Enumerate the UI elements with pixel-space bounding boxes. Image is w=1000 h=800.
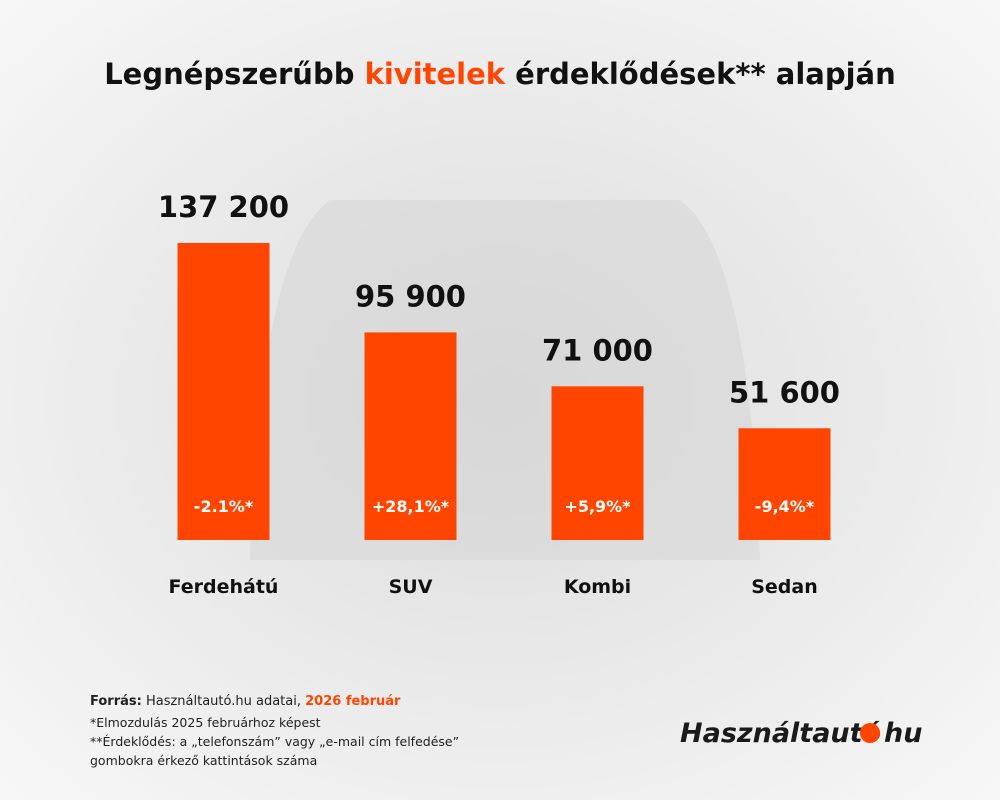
value-label: 95 900: [355, 279, 466, 313]
title-part: érdeklődések** alapján: [505, 57, 896, 91]
change-label: +28,1%*: [372, 497, 450, 516]
title-part: kivitelek: [365, 57, 506, 91]
bar: [551, 386, 644, 540]
change-label: -2.1%*: [194, 497, 254, 516]
value-label: 71 000: [542, 333, 653, 367]
footnote: gombokra érkező kattintások száma: [90, 753, 317, 768]
source-part: Használtautó.hu adatai,: [142, 694, 305, 709]
bar: [177, 243, 270, 540]
change-label: +5,9%*: [564, 497, 631, 516]
value-label: 137 200: [158, 190, 289, 224]
source-part: 2026 február: [305, 694, 401, 709]
value-label: 51 600: [729, 375, 840, 409]
change-label: -9,4%*: [755, 497, 815, 516]
footnote: **Érdeklődés: a „telefonszám” vagy „e-ma…: [90, 734, 459, 749]
logo: Használtautó hu: [680, 718, 922, 749]
x-tick-label: Kombi: [564, 576, 631, 598]
bar: [364, 332, 457, 540]
footnote: *Elmozdulás 2025 februárhoz képest: [90, 715, 321, 730]
source: Forrás: Használtautó.hu adatai, 2026 feb…: [90, 694, 401, 709]
logo-text: Használtautó: [680, 718, 881, 749]
car-silhouette: [250, 200, 760, 560]
footer: Forrás: Használtautó.hu adatai, 2026 feb…: [90, 694, 459, 768]
logo-text: hu: [884, 718, 922, 749]
source-part: Forrás:: [90, 694, 142, 709]
chart-title: Legnépszerűbb kivitelek érdeklődések** a…: [104, 57, 896, 91]
x-tick-label: Sedan: [751, 576, 818, 598]
x-tick-label: SUV: [389, 576, 433, 598]
bar: [738, 428, 831, 540]
x-tick-label: Ferdehátú: [169, 576, 279, 598]
logo-dot: [860, 723, 880, 743]
title-part: Legnépszerűbb: [104, 57, 364, 91]
